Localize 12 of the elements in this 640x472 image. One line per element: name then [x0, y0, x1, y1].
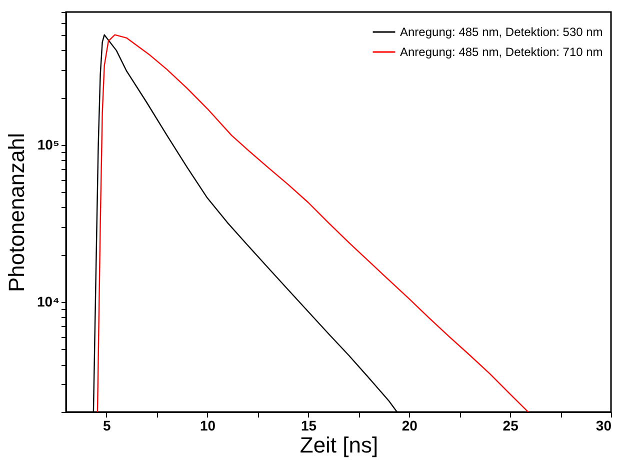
y-tick-label: 10⁴	[37, 294, 60, 310]
legend-label: Anregung: 485 nm, Detektion: 530 nm	[400, 25, 603, 39]
y-tick-label: 10⁵	[37, 136, 60, 152]
legend-label: Anregung: 485 nm, Detektion: 710 nm	[400, 45, 603, 59]
y-axis-title: Photonenanzahl	[4, 132, 30, 292]
x-tick-label: 5	[102, 418, 111, 434]
x-tick-label: 30	[596, 418, 612, 434]
x-tick-label: 20	[402, 418, 418, 434]
x-tick-label: 25	[502, 418, 519, 434]
x-axis-title: Zeit [ns]	[300, 432, 378, 458]
x-tick-label: 10	[200, 418, 216, 434]
x-tick-label: 15	[300, 418, 317, 434]
